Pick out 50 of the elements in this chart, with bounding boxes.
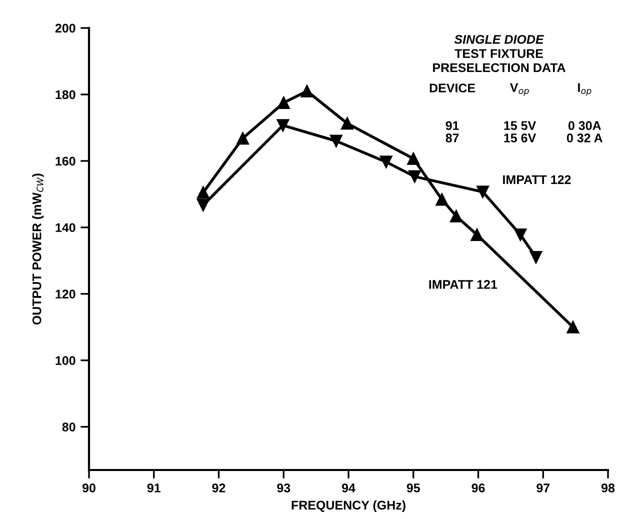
annotation: DEVICE: [430, 84, 476, 92]
x-tick-label: 98: [601, 484, 615, 492]
point: [196, 186, 210, 199]
point: [236, 132, 250, 145]
x-tick-label: 97: [536, 484, 550, 492]
point: [196, 198, 210, 212]
point: [407, 152, 420, 165]
point: [408, 170, 421, 183]
annotation: 91: [446, 121, 459, 130]
y-tick-label: 180: [56, 90, 76, 100]
y-tick-label: 140: [56, 223, 76, 232]
x-axis-title: FREQUENCY (GHz): [292, 500, 406, 512]
x-tick-label: 93: [277, 484, 290, 492]
point: [277, 96, 290, 110]
point: [514, 228, 527, 241]
point: [330, 134, 342, 148]
series-label: IMPATT 122: [503, 175, 571, 184]
x-tick-label: 95: [406, 484, 420, 492]
point: [380, 156, 392, 168]
x-tick-label: 92: [212, 484, 226, 492]
y-tick-label: 200: [55, 24, 76, 33]
y-axis-title: OUTPUT POWER (mW$_{CW}$): [32, 174, 44, 325]
series-label: IMPATT 121: [429, 280, 498, 289]
annotation: PRESELECTION DATA: [433, 63, 566, 72]
point: [276, 119, 290, 132]
point: [450, 210, 462, 222]
x-tick-label: 94: [342, 484, 356, 492]
annotation: 0 30A: [568, 121, 601, 130]
annotation: I$_{op}$: [578, 83, 592, 96]
annotation: SINGLE DIODE: [454, 34, 544, 44]
annotation: 15 6V: [504, 134, 536, 142]
annotation: V$_{op}$: [510, 83, 529, 96]
point: [566, 320, 580, 334]
point: [530, 251, 542, 264]
point: [476, 186, 490, 198]
annotation: 0 32 A: [566, 134, 602, 142]
y-tick-label: 80: [62, 422, 76, 432]
annotation: 15 5V: [504, 121, 536, 130]
y-tick-label: 160: [56, 156, 76, 166]
point: [470, 228, 484, 241]
annotation: 87: [446, 134, 459, 142]
point: [436, 193, 448, 206]
y-tick-label: 120: [56, 290, 76, 299]
point: [340, 117, 354, 130]
point: [300, 84, 314, 98]
x-tick-label: 96: [472, 484, 485, 492]
y-tick-label: 100: [56, 356, 76, 365]
annotation: TEST FIXTURE: [454, 49, 543, 58]
x-tick-label: 90: [82, 484, 96, 492]
x-tick-label: 91: [147, 484, 160, 492]
